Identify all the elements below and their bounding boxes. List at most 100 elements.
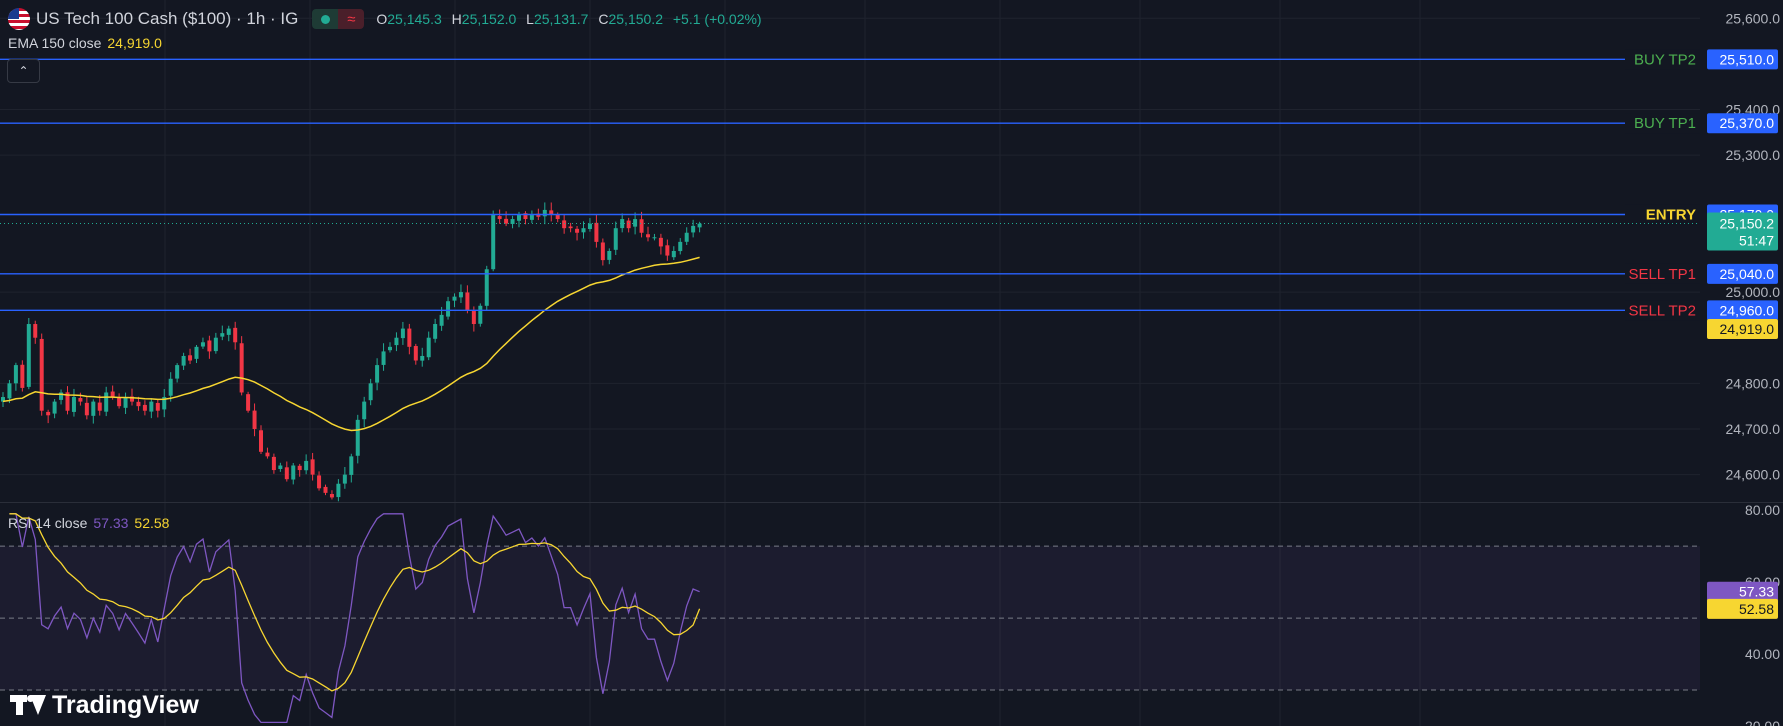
candle-body	[620, 219, 625, 229]
high-value: 25,152.0	[461, 11, 517, 27]
level-price-badge-bg	[1707, 49, 1778, 70]
candle-body	[323, 486, 328, 493]
level-label-bg	[1625, 263, 1700, 284]
candle-body	[304, 460, 309, 471]
ema-line	[2, 256, 700, 432]
candle-body	[336, 483, 341, 498]
candle-body	[213, 337, 218, 352]
candle-body	[220, 333, 225, 337]
price-axis-tick: 25,600.0	[1726, 10, 1781, 26]
price-axis-tick: 24,600.0	[1726, 467, 1781, 483]
candle-body	[433, 324, 438, 339]
candle-body	[491, 214, 496, 270]
candle-body	[594, 222, 599, 242]
candle-body	[200, 342, 205, 347]
candle-body	[130, 396, 134, 402]
ema-price-badge: 24,919.0	[1720, 321, 1775, 337]
candle-body	[413, 346, 418, 361]
market-status-pill[interactable]: ≈	[312, 9, 365, 29]
rsi-ma-badge-bg	[1707, 598, 1778, 619]
candle-body	[175, 365, 180, 379]
candle-body	[97, 402, 102, 411]
rsi-ma-value: 52.58	[134, 515, 170, 531]
candle-body	[510, 219, 515, 224]
ohlc-values: O25,145.3 H25,152.0 L25,131.7 C25,150.2 …	[370, 11, 761, 27]
candle-body	[587, 223, 592, 229]
price-axis-tick: 25,000.0	[1726, 284, 1781, 300]
candle-body	[155, 402, 160, 411]
tradingview-logo[interactable]: TradingView	[10, 690, 199, 720]
close-value: 25,150.2	[608, 11, 663, 27]
candle-body	[310, 459, 315, 475]
candle-body	[123, 397, 128, 408]
candle-body	[136, 401, 141, 407]
collapse-legend-button[interactable]: ⌃	[7, 59, 40, 83]
candle-body	[13, 365, 18, 384]
ema-price-badge-bg	[1707, 319, 1778, 340]
tradingview-logo-icon	[10, 694, 46, 716]
rsi-value-badge-bg	[1707, 581, 1778, 602]
candle-body	[20, 364, 25, 388]
ema-label: EMA 150 close	[8, 35, 102, 51]
level-price-badge-bg	[1707, 113, 1778, 134]
candle-body	[39, 338, 44, 411]
candle-body	[562, 220, 567, 229]
candle-body	[226, 328, 231, 335]
candle-body	[381, 351, 386, 365]
candle-body	[194, 346, 199, 359]
candle-body	[142, 404, 147, 411]
candle-body	[91, 401, 96, 416]
candle-body	[207, 340, 212, 352]
rsi-legend[interactable]: RSI 14 close 57.33 52.58	[8, 515, 169, 531]
bar-countdown: 51:47	[1739, 233, 1774, 249]
level-price-badge: 24,960.0	[1720, 302, 1775, 318]
price-axis-tick: 24,700.0	[1726, 421, 1781, 437]
candle-body	[65, 392, 70, 411]
candle-body	[162, 397, 167, 410]
chevron-up-icon: ⌃	[18, 64, 29, 78]
level-label: SELL TP1	[1628, 266, 1696, 283]
candle-body	[420, 355, 425, 361]
candle-body	[342, 474, 347, 484]
symbol-title[interactable]: US Tech 100 Cash ($100) · 1h · IG	[36, 9, 299, 28]
candle-body	[504, 218, 509, 224]
candle-body	[439, 314, 444, 326]
rsi-axis-tick: 80.00	[1745, 502, 1780, 518]
candle-body	[600, 242, 605, 261]
candle-body	[117, 398, 122, 407]
rsi-ma-line	[9, 513, 701, 692]
candle-body	[297, 465, 302, 471]
candle-body	[484, 269, 489, 306]
candle-body	[471, 310, 476, 325]
candle-body	[671, 251, 676, 258]
price-axis-tick: 25,300.0	[1726, 147, 1781, 163]
us-flag-icon	[8, 8, 30, 30]
open-key: O	[376, 11, 388, 27]
candle-body	[284, 467, 289, 480]
candle-body	[697, 223, 702, 228]
candle-body	[1, 397, 5, 402]
candle-body	[478, 305, 483, 324]
candle-body	[684, 232, 689, 242]
candle-body	[658, 237, 663, 247]
candle-body	[652, 237, 657, 239]
ema-legend[interactable]: EMA 150 close 24,919.0	[8, 35, 162, 51]
candle-body	[265, 452, 270, 457]
rsi-axis-tick: 20.00	[1745, 718, 1780, 726]
candle-body	[375, 365, 380, 383]
candle-body	[388, 346, 392, 351]
rsi-value-badge: 57.33	[1739, 584, 1774, 600]
candle-body	[446, 301, 451, 317]
candle-body	[233, 327, 238, 343]
level-label: ENTRY	[1646, 206, 1696, 223]
candle-body	[26, 324, 31, 387]
candle-body	[59, 392, 64, 400]
level-label: BUY TP1	[1634, 115, 1696, 132]
rsi-line	[9, 513, 700, 724]
candle-body	[46, 411, 51, 416]
level-price-badge-bg	[1707, 263, 1778, 284]
level-price-badge-bg	[1707, 300, 1778, 321]
candle-body	[581, 228, 586, 233]
candle-body	[678, 241, 683, 252]
